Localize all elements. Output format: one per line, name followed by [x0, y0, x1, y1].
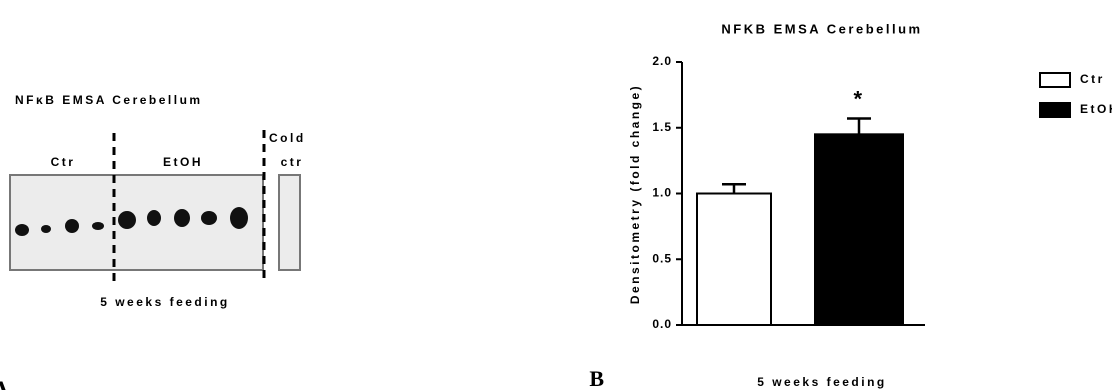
- cold-label: Cold: [269, 131, 306, 145]
- y-tick-label: 1.5: [652, 120, 672, 134]
- gel-caption: 5 weeks feeding: [100, 295, 230, 309]
- band: [201, 211, 217, 225]
- y-tick-label: 0.0: [652, 317, 672, 331]
- panel-label: A: [0, 378, 12, 390]
- gel-title: NFκB EMSA Cerebellum: [15, 93, 203, 107]
- x-axis-label: 5 weeks feeding: [757, 375, 887, 389]
- band: [174, 209, 190, 227]
- band: [92, 222, 104, 230]
- panel-a: NFκB EMSA Cerebellum Ctr EtOH Cold ctr 5…: [0, 93, 306, 390]
- y-tick-label: 2.0: [652, 54, 672, 68]
- panel-b: NFKB EMSA Cerebellum Densitometry (fold …: [589, 21, 1112, 390]
- band: [230, 207, 248, 229]
- band: [15, 224, 29, 236]
- chart-title: NFKB EMSA Cerebellum: [721, 21, 922, 36]
- legend-label: EtOH: [1080, 102, 1112, 116]
- lane-group-label: EtOH: [163, 155, 203, 169]
- gel-cold: [279, 175, 300, 270]
- cold-sub-label: ctr: [281, 155, 304, 169]
- legend-swatch: [1040, 73, 1070, 87]
- y-tick-label: 1.0: [652, 186, 672, 200]
- figure: NFκB EMSA Cerebellum Ctr EtOH Cold ctr 5…: [0, 0, 1112, 390]
- bar: [697, 194, 771, 326]
- band: [147, 210, 161, 226]
- y-axis-label: Densitometry (fold change): [628, 84, 642, 304]
- band: [65, 219, 79, 233]
- y-tick-label: 0.5: [652, 251, 672, 265]
- band: [41, 225, 51, 233]
- annotation: *: [853, 86, 864, 111]
- band: [118, 211, 136, 229]
- panel-label: B: [589, 366, 606, 390]
- legend-label: Ctr: [1080, 72, 1105, 86]
- legend-swatch: [1040, 103, 1070, 117]
- bar: [815, 134, 903, 325]
- lane-group-label: Ctr: [51, 155, 76, 169]
- gel: [10, 175, 263, 270]
